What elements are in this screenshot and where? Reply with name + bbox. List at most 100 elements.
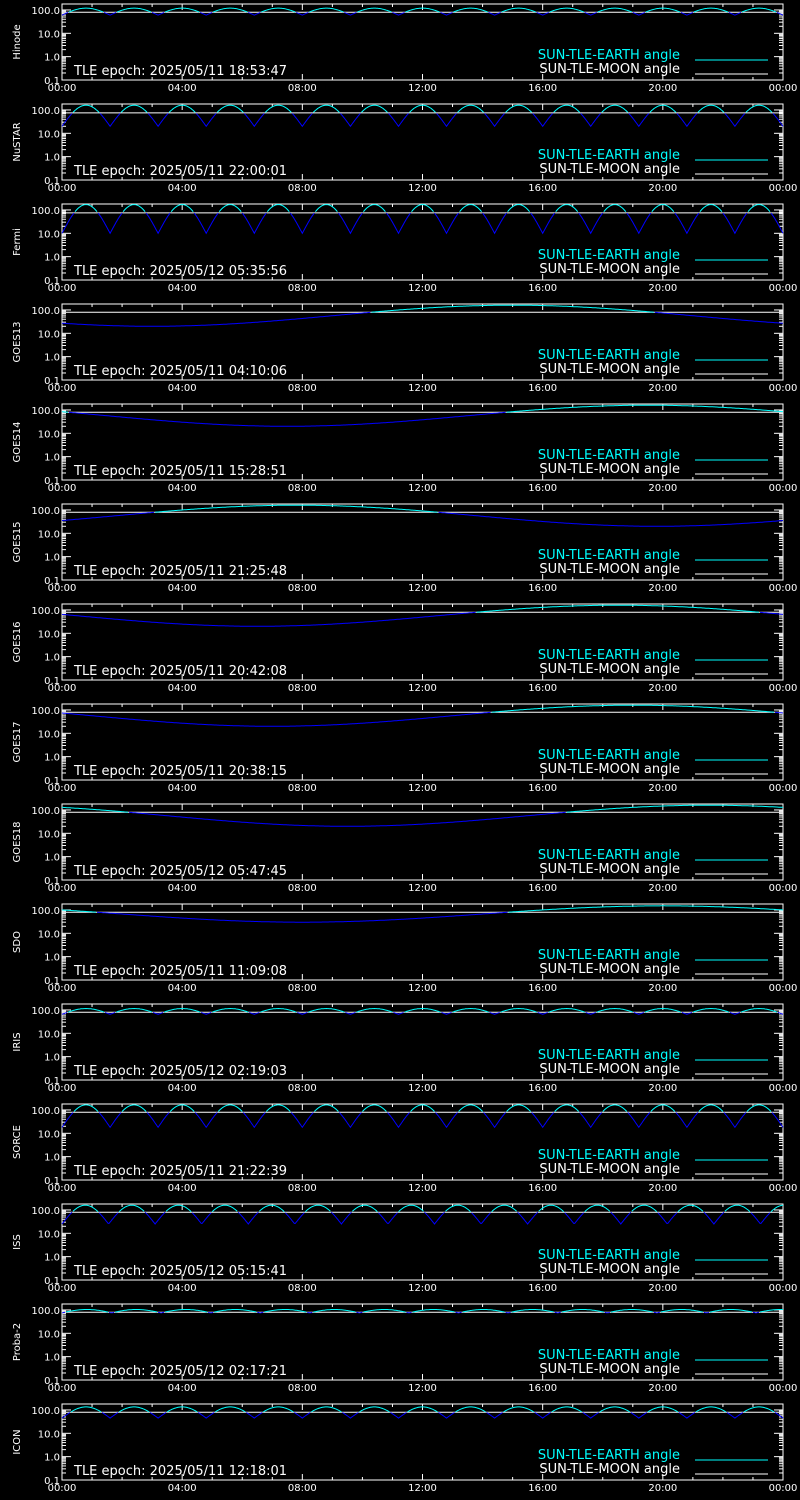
tle-epoch-text: TLE epoch: 2025/05/11 22:00:01 <box>73 164 287 179</box>
x-tick-label: 12:00 <box>408 483 437 494</box>
y-tick-label: 10.0 <box>38 1129 60 1140</box>
series-sun-tle-earth-line <box>371 304 654 313</box>
chart-panel-goes15: 100.010.01.00.100:00 04:00 08:00 12:00 16:00… <box>12 503 797 594</box>
y-tick-label: 1.0 <box>44 153 60 164</box>
panel-name-label: SORCE <box>12 1125 23 1159</box>
x-tick-label: 20:00 <box>648 1283 677 1294</box>
tle-epoch-text: TLE epoch: 2025/05/12 05:35:56 <box>73 264 287 279</box>
x-tick-label: 12:00 <box>408 83 437 94</box>
x-tick-label: 16:00 <box>528 983 557 994</box>
x-tick-label: 04:00 <box>168 383 197 394</box>
series-earth-angle-below-moon <box>61 11 784 16</box>
y-tick-label: 1.0 <box>44 853 60 864</box>
x-tick-label: 04:00 <box>168 983 197 994</box>
x-tick-label: 04:00 <box>168 1183 197 1194</box>
x-tick-label: 00:00 <box>769 883 798 894</box>
x-tick-label: 00:00 <box>48 1083 77 1094</box>
series-earth-angle-below-moon <box>96 911 508 923</box>
y-tick-label: 1.0 <box>44 1153 60 1164</box>
y-tick-label: 0.1 <box>44 76 60 87</box>
x-tick-label: 04:00 <box>168 683 197 694</box>
series-sun-tle-earth-line <box>68 7 777 13</box>
y-tick-label: 100.0 <box>31 906 60 917</box>
legend-moon-label: SUN-TLE-MOON angle <box>539 962 680 977</box>
x-tick-label: 00:00 <box>48 383 77 394</box>
x-tick-label: 08:00 <box>288 683 317 694</box>
series-sun-tle-earth-line <box>67 1007 778 1013</box>
x-tick-label: 08:00 <box>288 1083 317 1094</box>
panel-name-label: GOES15 <box>12 521 23 562</box>
x-tick-label: 12:00 <box>408 583 437 594</box>
y-tick-label: 0.1 <box>44 1276 60 1287</box>
series-earth-angle-below-moon <box>61 511 784 527</box>
x-tick-label: 12:00 <box>408 683 437 694</box>
legend-moon-label: SUN-TLE-MOON angle <box>539 762 680 777</box>
y-tick-label: 0.1 <box>44 376 60 387</box>
y-tick-label: 100.0 <box>31 606 60 617</box>
chart-panel-sdo: 100.010.01.00.100:00 04:00 08:00 12:00 16:00… <box>12 903 797 994</box>
x-tick-label: 12:00 <box>408 983 437 994</box>
panel-name-label: GOES14 <box>12 421 23 462</box>
x-tick-label: 00:00 <box>48 983 77 994</box>
y-tick-label: 10.0 <box>38 1429 60 1440</box>
y-tick-label: 0.1 <box>44 476 60 487</box>
x-tick-label: 08:00 <box>288 1383 317 1394</box>
chart-panel-iss: 100.010.01.00.100:00 04:00 08:00 12:00 16:00… <box>12 1203 797 1294</box>
x-tick-label: 16:00 <box>528 83 557 94</box>
y-tick-label: 100.0 <box>31 206 60 217</box>
legend-earth-label: SUN-TLE-EARTH angle <box>538 148 680 163</box>
x-tick-label: 00:00 <box>769 383 798 394</box>
legend-earth-label: SUN-TLE-EARTH angle <box>538 648 680 663</box>
y-tick-label: 0.1 <box>44 1076 60 1087</box>
y-tick-label: 100.0 <box>31 1406 60 1417</box>
legend-earth-label: SUN-TLE-EARTH angle <box>538 1048 680 1063</box>
x-tick-label: 00:00 <box>769 1383 798 1394</box>
legend-earth-label: SUN-TLE-EARTH angle <box>538 948 680 963</box>
panel-name-label: IRIS <box>12 1032 23 1051</box>
series-earth-angle-below-moon <box>61 1211 771 1225</box>
legend-earth-label: SUN-TLE-EARTH angle <box>538 248 680 263</box>
x-tick-label: 16:00 <box>528 1383 557 1394</box>
panel-name-label: SDO <box>12 931 23 953</box>
x-tick-label: 20:00 <box>648 1483 677 1494</box>
tle-epoch-text: TLE epoch: 2025/05/11 04:10:06 <box>73 364 287 379</box>
x-tick-label: 20:00 <box>648 583 677 594</box>
panel-name-label: ICON <box>12 1429 23 1454</box>
x-tick-label: 00:00 <box>769 83 798 94</box>
x-tick-label: 20:00 <box>648 883 677 894</box>
series-earth-angle-below-moon <box>61 311 784 327</box>
y-tick-label: 0.1 <box>44 976 60 987</box>
y-tick-label: 10.0 <box>38 529 60 540</box>
series-earth-angle-below-moon <box>61 1012 784 1015</box>
y-tick-label: 10.0 <box>38 229 60 240</box>
x-tick-label: 08:00 <box>288 483 317 494</box>
legend-moon-label: SUN-TLE-MOON angle <box>539 262 680 277</box>
legend-moon-label: SUN-TLE-MOON angle <box>539 562 680 577</box>
x-tick-label: 12:00 <box>408 283 437 294</box>
x-tick-label: 00:00 <box>48 683 77 694</box>
x-tick-label: 00:00 <box>769 1183 798 1194</box>
series-earth-angle-below-moon <box>61 212 784 235</box>
tle-epoch-text: TLE epoch: 2025/05/11 21:22:39 <box>73 1164 287 1179</box>
x-tick-label: 04:00 <box>168 83 197 94</box>
series-earth-angle-below-moon <box>61 611 784 627</box>
panel-name-label: Hinode <box>12 24 23 59</box>
tle-epoch-text: TLE epoch: 2025/05/11 20:42:08 <box>73 664 287 679</box>
y-tick-label: 10.0 <box>38 729 60 740</box>
panel-name-label: Fermi <box>12 228 23 256</box>
x-tick-label: 08:00 <box>288 583 317 594</box>
y-tick-label: 10.0 <box>38 129 60 140</box>
y-tick-label: 100.0 <box>31 1306 60 1317</box>
y-tick-label: 10.0 <box>38 829 60 840</box>
x-tick-label: 00:00 <box>48 183 77 194</box>
tle-epoch-text: TLE epoch: 2025/05/11 11:09:08 <box>73 964 287 979</box>
series-sun-tle-earth-line <box>476 604 760 613</box>
tle-epoch-text: TLE epoch: 2025/05/12 05:47:45 <box>73 864 287 879</box>
legend-earth-label: SUN-TLE-EARTH angle <box>538 1148 680 1163</box>
x-tick-label: 12:00 <box>408 1083 437 1094</box>
series-earth-angle-below-moon <box>61 1311 760 1314</box>
y-tick-label: 10.0 <box>38 429 60 440</box>
tle-epoch-text: TLE epoch: 2025/05/11 20:38:15 <box>73 764 287 779</box>
series-sun-tle-earth-line <box>73 1104 772 1112</box>
series-sun-tle-earth-line <box>65 1309 783 1313</box>
